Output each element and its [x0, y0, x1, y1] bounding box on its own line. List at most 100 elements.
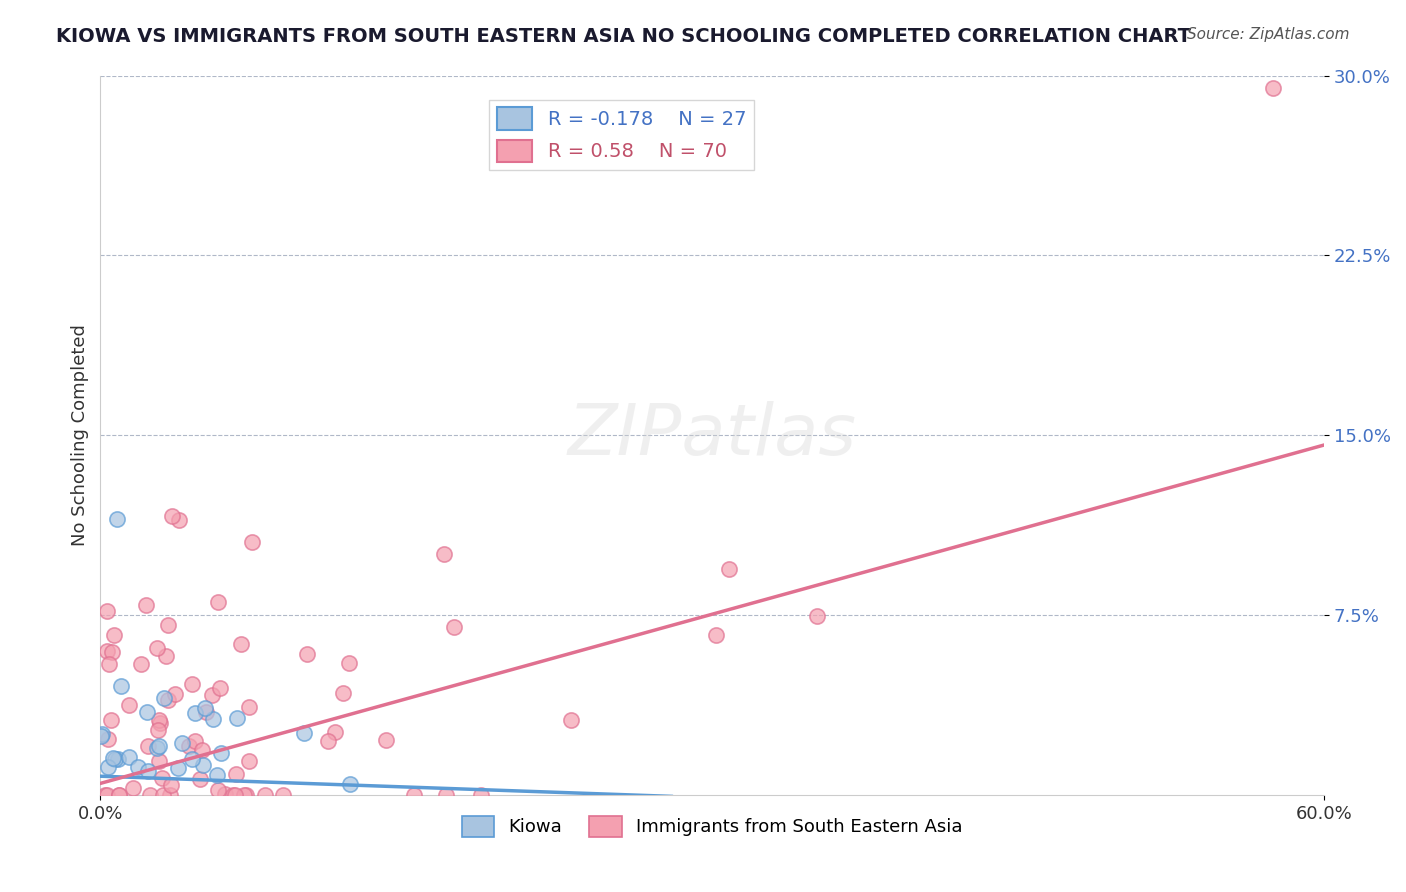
Point: [183, 706, 205, 721]
Point: [136, 764, 159, 778]
Point: [704, 628, 727, 642]
Point: [96, 604, 118, 618]
Point: [718, 562, 741, 576]
Point: [238, 754, 260, 768]
Point: [127, 760, 149, 774]
Point: [316, 733, 339, 747]
Point: [97, 657, 120, 671]
Point: [240, 534, 263, 549]
Point: [145, 741, 167, 756]
Point: [231, 638, 253, 652]
Point: [108, 789, 131, 803]
Point: [117, 698, 139, 713]
Point: [162, 509, 184, 524]
Point: [208, 681, 231, 695]
Text: ZIPatlas: ZIPatlas: [568, 401, 856, 470]
Point: [233, 789, 256, 803]
Point: [101, 644, 124, 658]
Point: [163, 687, 186, 701]
Point: [191, 757, 214, 772]
Point: [1261, 80, 1284, 95]
Point: [91, 727, 114, 741]
Point: [207, 595, 229, 609]
Point: [152, 789, 174, 803]
Point: [238, 699, 260, 714]
Point: [209, 746, 232, 760]
Point: [148, 713, 170, 727]
Point: [96, 732, 118, 747]
Point: [207, 783, 229, 797]
Point: [166, 761, 188, 775]
Point: [148, 739, 170, 754]
Point: [93, 789, 115, 803]
Legend: Kiowa, Immigrants from South Eastern Asia: Kiowa, Immigrants from South Eastern Asi…: [454, 809, 970, 844]
Point: [97, 760, 120, 774]
Point: [433, 547, 456, 561]
Point: [325, 724, 347, 739]
Point: [96, 644, 118, 658]
Point: [101, 751, 124, 765]
Point: [139, 789, 162, 803]
Point: [117, 750, 139, 764]
Point: [177, 739, 200, 753]
Point: [105, 512, 128, 526]
Point: [180, 676, 202, 690]
Point: [337, 656, 360, 670]
Point: [332, 685, 354, 699]
Point: [226, 711, 249, 725]
Point: [225, 766, 247, 780]
Point: [560, 714, 582, 728]
Point: [110, 680, 132, 694]
Point: [172, 736, 194, 750]
Point: [434, 789, 457, 803]
Point: [188, 772, 211, 786]
Y-axis label: No Schooling Completed: No Schooling Completed: [72, 325, 89, 547]
Point: [150, 771, 173, 785]
Point: [806, 609, 828, 624]
Point: [136, 739, 159, 753]
Point: [191, 743, 214, 757]
Point: [148, 754, 170, 768]
Point: [194, 706, 217, 720]
Point: [103, 628, 125, 642]
Point: [339, 777, 361, 791]
Point: [129, 657, 152, 672]
Point: [235, 789, 257, 803]
Point: [96, 789, 118, 803]
Point: [254, 789, 277, 803]
Point: [271, 789, 294, 803]
Point: [201, 688, 224, 702]
Point: [148, 723, 170, 737]
Text: KIOWA VS IMMIGRANTS FROM SOUTH EASTERN ASIA NO SCHOOLING COMPLETED CORRELATION C: KIOWA VS IMMIGRANTS FROM SOUTH EASTERN A…: [56, 27, 1191, 45]
Point: [184, 734, 207, 748]
Point: [156, 693, 179, 707]
Point: [194, 700, 217, 714]
Point: [135, 598, 157, 612]
Point: [121, 781, 143, 796]
Point: [292, 726, 315, 740]
Point: [169, 513, 191, 527]
Point: [404, 789, 426, 803]
Point: [155, 649, 177, 664]
Point: [153, 690, 176, 705]
Point: [159, 789, 181, 803]
Point: [214, 787, 236, 801]
Point: [205, 768, 228, 782]
Point: [224, 789, 246, 803]
Point: [374, 732, 396, 747]
Point: [107, 751, 129, 765]
Point: [222, 789, 245, 803]
Point: [90, 729, 112, 743]
Point: [470, 789, 492, 803]
Point: [157, 617, 180, 632]
Point: [180, 752, 202, 766]
Point: [159, 778, 181, 792]
Point: [202, 712, 225, 726]
Point: [135, 705, 157, 719]
Point: [295, 647, 318, 661]
Point: [146, 640, 169, 655]
Point: [107, 789, 129, 803]
Point: [104, 752, 127, 766]
Point: [149, 715, 172, 730]
Text: Source: ZipAtlas.com: Source: ZipAtlas.com: [1187, 27, 1350, 42]
